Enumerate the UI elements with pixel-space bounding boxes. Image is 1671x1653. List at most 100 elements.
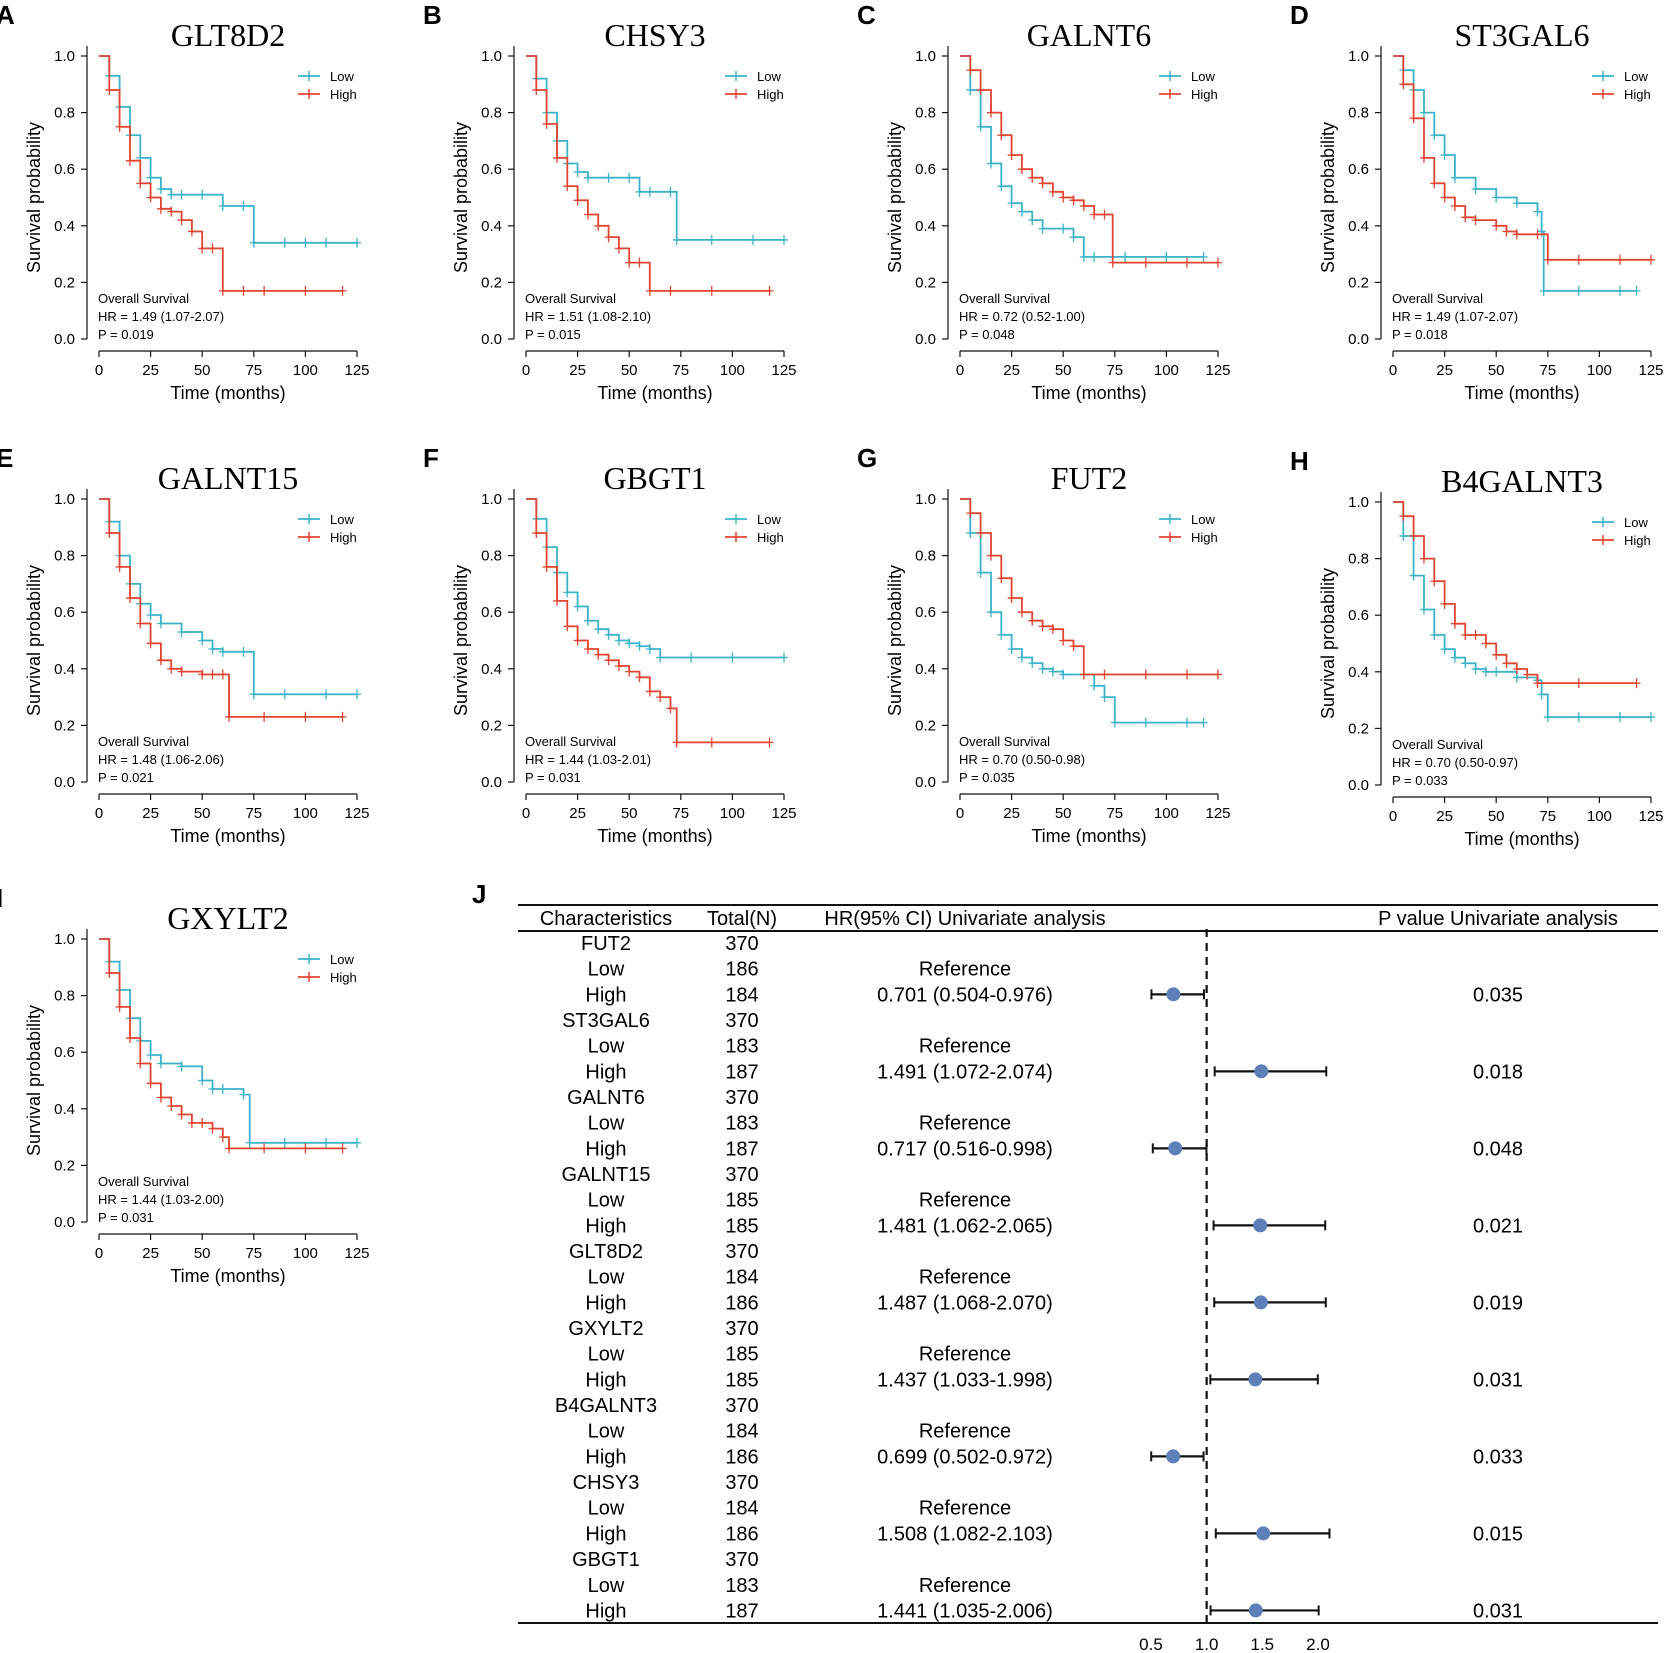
censor-mark bbox=[1079, 200, 1088, 211]
x-tick-label: 75 bbox=[245, 805, 262, 822]
y-tick-label: 0.2 bbox=[481, 717, 502, 734]
row-total-n: 370 bbox=[725, 1472, 758, 1494]
censor-mark bbox=[198, 243, 207, 254]
x-tick-label: 100 bbox=[293, 805, 318, 822]
censor-mark bbox=[353, 689, 361, 700]
legend-label: High bbox=[1191, 530, 1218, 545]
censor-mark bbox=[1059, 192, 1068, 203]
annotation-line: Overall Survival bbox=[98, 291, 189, 306]
row-characteristic: High bbox=[585, 1523, 626, 1545]
censor-mark bbox=[239, 646, 248, 657]
row-characteristic: GBGT1 bbox=[572, 1549, 640, 1571]
censor-mark bbox=[167, 1100, 176, 1111]
censor-mark bbox=[187, 226, 196, 237]
censor-mark bbox=[1419, 152, 1428, 163]
censor-mark bbox=[1543, 712, 1552, 723]
x-tick-label: 25 bbox=[142, 1245, 159, 1262]
row-p-value: 0.031 bbox=[1473, 1369, 1523, 1391]
row-p-value: 0.019 bbox=[1473, 1292, 1523, 1314]
censor-mark bbox=[146, 1050, 155, 1061]
row-characteristic: B4GALNT3 bbox=[555, 1395, 657, 1417]
censor-mark bbox=[1162, 251, 1171, 262]
censor-mark bbox=[666, 186, 675, 197]
censor-mark bbox=[146, 638, 155, 649]
y-tick-label: 1.0 bbox=[481, 491, 502, 508]
censor-mark bbox=[614, 635, 623, 646]
km-panel-i: I GXYLT2 0.0 0.2 0.4 0.6 0.8 1.0 0 25 50 75 100 125 Ti… bbox=[0, 883, 370, 1286]
y-tick-label: 0.6 bbox=[481, 604, 502, 621]
censor-mark bbox=[966, 527, 975, 538]
panel-letter: G bbox=[857, 443, 877, 473]
survival-curve-low bbox=[99, 55, 357, 244]
row-characteristic: GALNT6 bbox=[567, 1087, 645, 1109]
forest-x-tick: 2.0 bbox=[1306, 1635, 1330, 1653]
y-axis-label: Survival probability bbox=[24, 565, 44, 716]
censor-mark bbox=[1450, 618, 1459, 629]
censor-mark bbox=[1440, 644, 1449, 655]
censor-mark bbox=[301, 285, 310, 296]
km-panel-h: H B4GALNT3 0.0 0.2 0.4 0.6 0.8 1.0 0 25 50 75 100 125… bbox=[1290, 446, 1664, 849]
censor-mark bbox=[966, 508, 975, 519]
censor-mark bbox=[177, 1109, 186, 1120]
censor-mark bbox=[1090, 680, 1099, 691]
censor-mark bbox=[177, 627, 186, 638]
x-axis-label: Time (months) bbox=[1464, 383, 1579, 403]
censor-mark bbox=[167, 206, 176, 217]
censor-mark bbox=[301, 237, 310, 248]
x-tick-label: 100 bbox=[1587, 808, 1612, 825]
panel-letter: F bbox=[423, 443, 439, 473]
y-tick-label: 0.2 bbox=[915, 717, 936, 734]
y-tick-label: 1.0 bbox=[915, 491, 936, 508]
censor-mark bbox=[666, 285, 675, 296]
censor-mark bbox=[583, 615, 592, 626]
censor-mark bbox=[707, 234, 716, 245]
y-tick-label: 0.2 bbox=[54, 1157, 75, 1174]
survival-curve-high bbox=[960, 55, 1218, 264]
censor-mark bbox=[225, 711, 234, 722]
censor-mark bbox=[1183, 257, 1192, 268]
forest-x-tick: 0.5 bbox=[1139, 1635, 1163, 1653]
censor-mark bbox=[322, 237, 331, 248]
censor-mark bbox=[656, 652, 665, 663]
y-tick-label: 0.0 bbox=[915, 331, 936, 348]
y-tick-label: 0.8 bbox=[915, 548, 936, 565]
x-axis-label: Time (months) bbox=[597, 383, 712, 403]
y-tick-label: 0.6 bbox=[1348, 607, 1369, 624]
censor-mark bbox=[1048, 666, 1057, 677]
y-tick-label: 0.2 bbox=[1348, 720, 1369, 737]
censor-mark bbox=[1069, 195, 1078, 206]
censor-mark bbox=[573, 195, 582, 206]
censor-mark bbox=[986, 550, 995, 561]
row-total-n: 185 bbox=[725, 1215, 758, 1237]
censor-mark bbox=[1471, 630, 1480, 641]
row-hr-ci: 1.437 (1.033-1.998) bbox=[877, 1369, 1053, 1391]
annotation-line: Overall Survival bbox=[98, 1174, 189, 1189]
hr-point bbox=[1253, 1295, 1268, 1310]
censor-mark bbox=[1450, 200, 1459, 211]
chart-title: GALNT6 bbox=[1027, 17, 1151, 53]
censor-mark bbox=[1409, 113, 1418, 124]
annotation-line: P = 0.048 bbox=[959, 327, 1015, 342]
row-hr-ci: 0.717 (0.516-0.998) bbox=[877, 1138, 1053, 1160]
km-panel-g: G FUT2 0.0 0.2 0.4 0.6 0.8 1.0 0 25 50 75 100 125 Time… bbox=[857, 443, 1231, 846]
row-characteristic: High bbox=[585, 1061, 626, 1083]
censor-mark bbox=[1450, 652, 1459, 663]
censor-mark bbox=[635, 641, 644, 652]
x-axis-label: Time (months) bbox=[1464, 829, 1579, 849]
censor-mark bbox=[208, 669, 217, 680]
y-tick-label: 0.4 bbox=[54, 661, 75, 678]
x-tick-label: 100 bbox=[293, 362, 318, 379]
censor-mark bbox=[1079, 251, 1088, 262]
censor-mark bbox=[573, 601, 582, 612]
y-tick-label: 0.2 bbox=[54, 717, 75, 734]
censor-mark bbox=[1069, 641, 1078, 652]
censor-mark bbox=[218, 1083, 227, 1094]
censor-mark bbox=[687, 652, 696, 663]
censor-mark bbox=[1543, 254, 1552, 265]
censor-mark bbox=[614, 660, 623, 671]
x-tick-label: 125 bbox=[1638, 362, 1663, 379]
y-tick-label: 0.0 bbox=[481, 774, 502, 791]
censor-mark bbox=[1471, 184, 1480, 195]
annotation-line: Overall Survival bbox=[959, 734, 1050, 749]
censor-mark bbox=[1523, 669, 1532, 680]
